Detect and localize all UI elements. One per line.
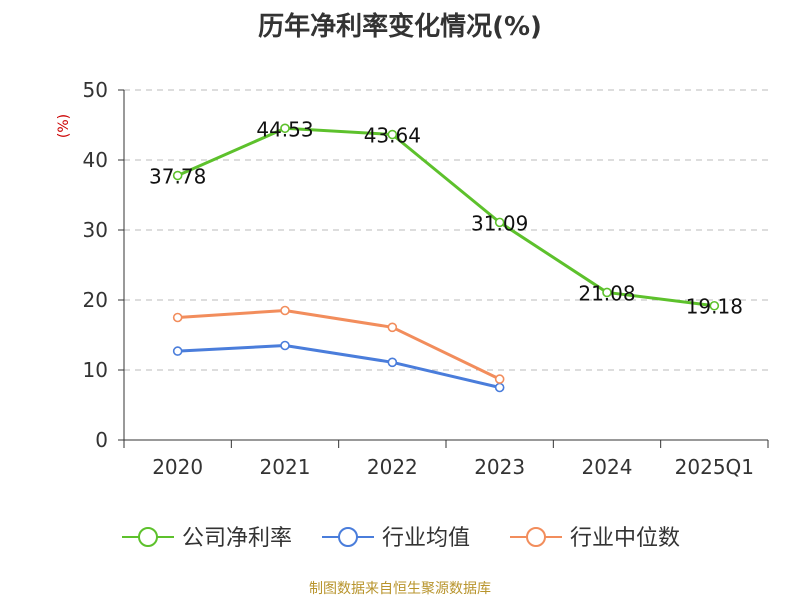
- data-point: [172, 312, 183, 323]
- y-tick-label: 40: [83, 148, 108, 172]
- data-point: [172, 346, 183, 356]
- data-label: 37.78: [149, 165, 206, 189]
- y-tick-label: 30: [83, 218, 108, 242]
- data-point: [280, 123, 290, 134]
- legend-marker: [526, 527, 546, 547]
- data-point: [280, 305, 290, 316]
- data-point: [280, 340, 290, 351]
- data-point: [387, 322, 398, 333]
- x-tick-label: 2024: [582, 455, 633, 479]
- legend-marker: [138, 527, 158, 547]
- data-point: [709, 300, 720, 311]
- legend-label: 行业均值: [382, 526, 470, 551]
- x-tick-label: 2020: [152, 455, 203, 479]
- legend-label: 行业中位数: [570, 526, 680, 551]
- data-point: [494, 374, 505, 384]
- x-tick-label: 2023: [474, 455, 525, 479]
- x-tick-label: 2022: [367, 455, 418, 479]
- y-tick-label: 10: [83, 358, 108, 382]
- data-point: [387, 129, 398, 140]
- y-tick-label: 50: [83, 78, 108, 102]
- data-label: 44.53: [256, 117, 313, 141]
- data-label: 19.18: [686, 295, 743, 319]
- source-note: 制图数据来自恒生聚源数据库: [309, 581, 491, 597]
- data-point: [387, 357, 398, 368]
- data-point: [602, 287, 612, 298]
- data-label: 43.64: [364, 124, 421, 148]
- chart-title: 历年净利率变化情况(%): [258, 12, 542, 42]
- series-line: [177, 126, 715, 308]
- legend-label: 公司净利率: [182, 526, 292, 551]
- x-tick-label: 2025Q1: [675, 455, 754, 479]
- legend-marker: [338, 527, 358, 547]
- x-tick-label: 2021: [260, 455, 311, 479]
- series-line: [177, 309, 501, 381]
- y-axis-label: (%): [56, 114, 72, 138]
- y-tick-label: 20: [83, 288, 108, 312]
- data-label: 21.08: [578, 281, 635, 305]
- data-label: 31.09: [471, 211, 528, 235]
- data-point: [494, 217, 505, 228]
- series-line: [177, 344, 501, 389]
- y-tick-label: 0: [95, 428, 108, 452]
- data-point: [172, 170, 183, 181]
- data-point: [494, 382, 505, 393]
